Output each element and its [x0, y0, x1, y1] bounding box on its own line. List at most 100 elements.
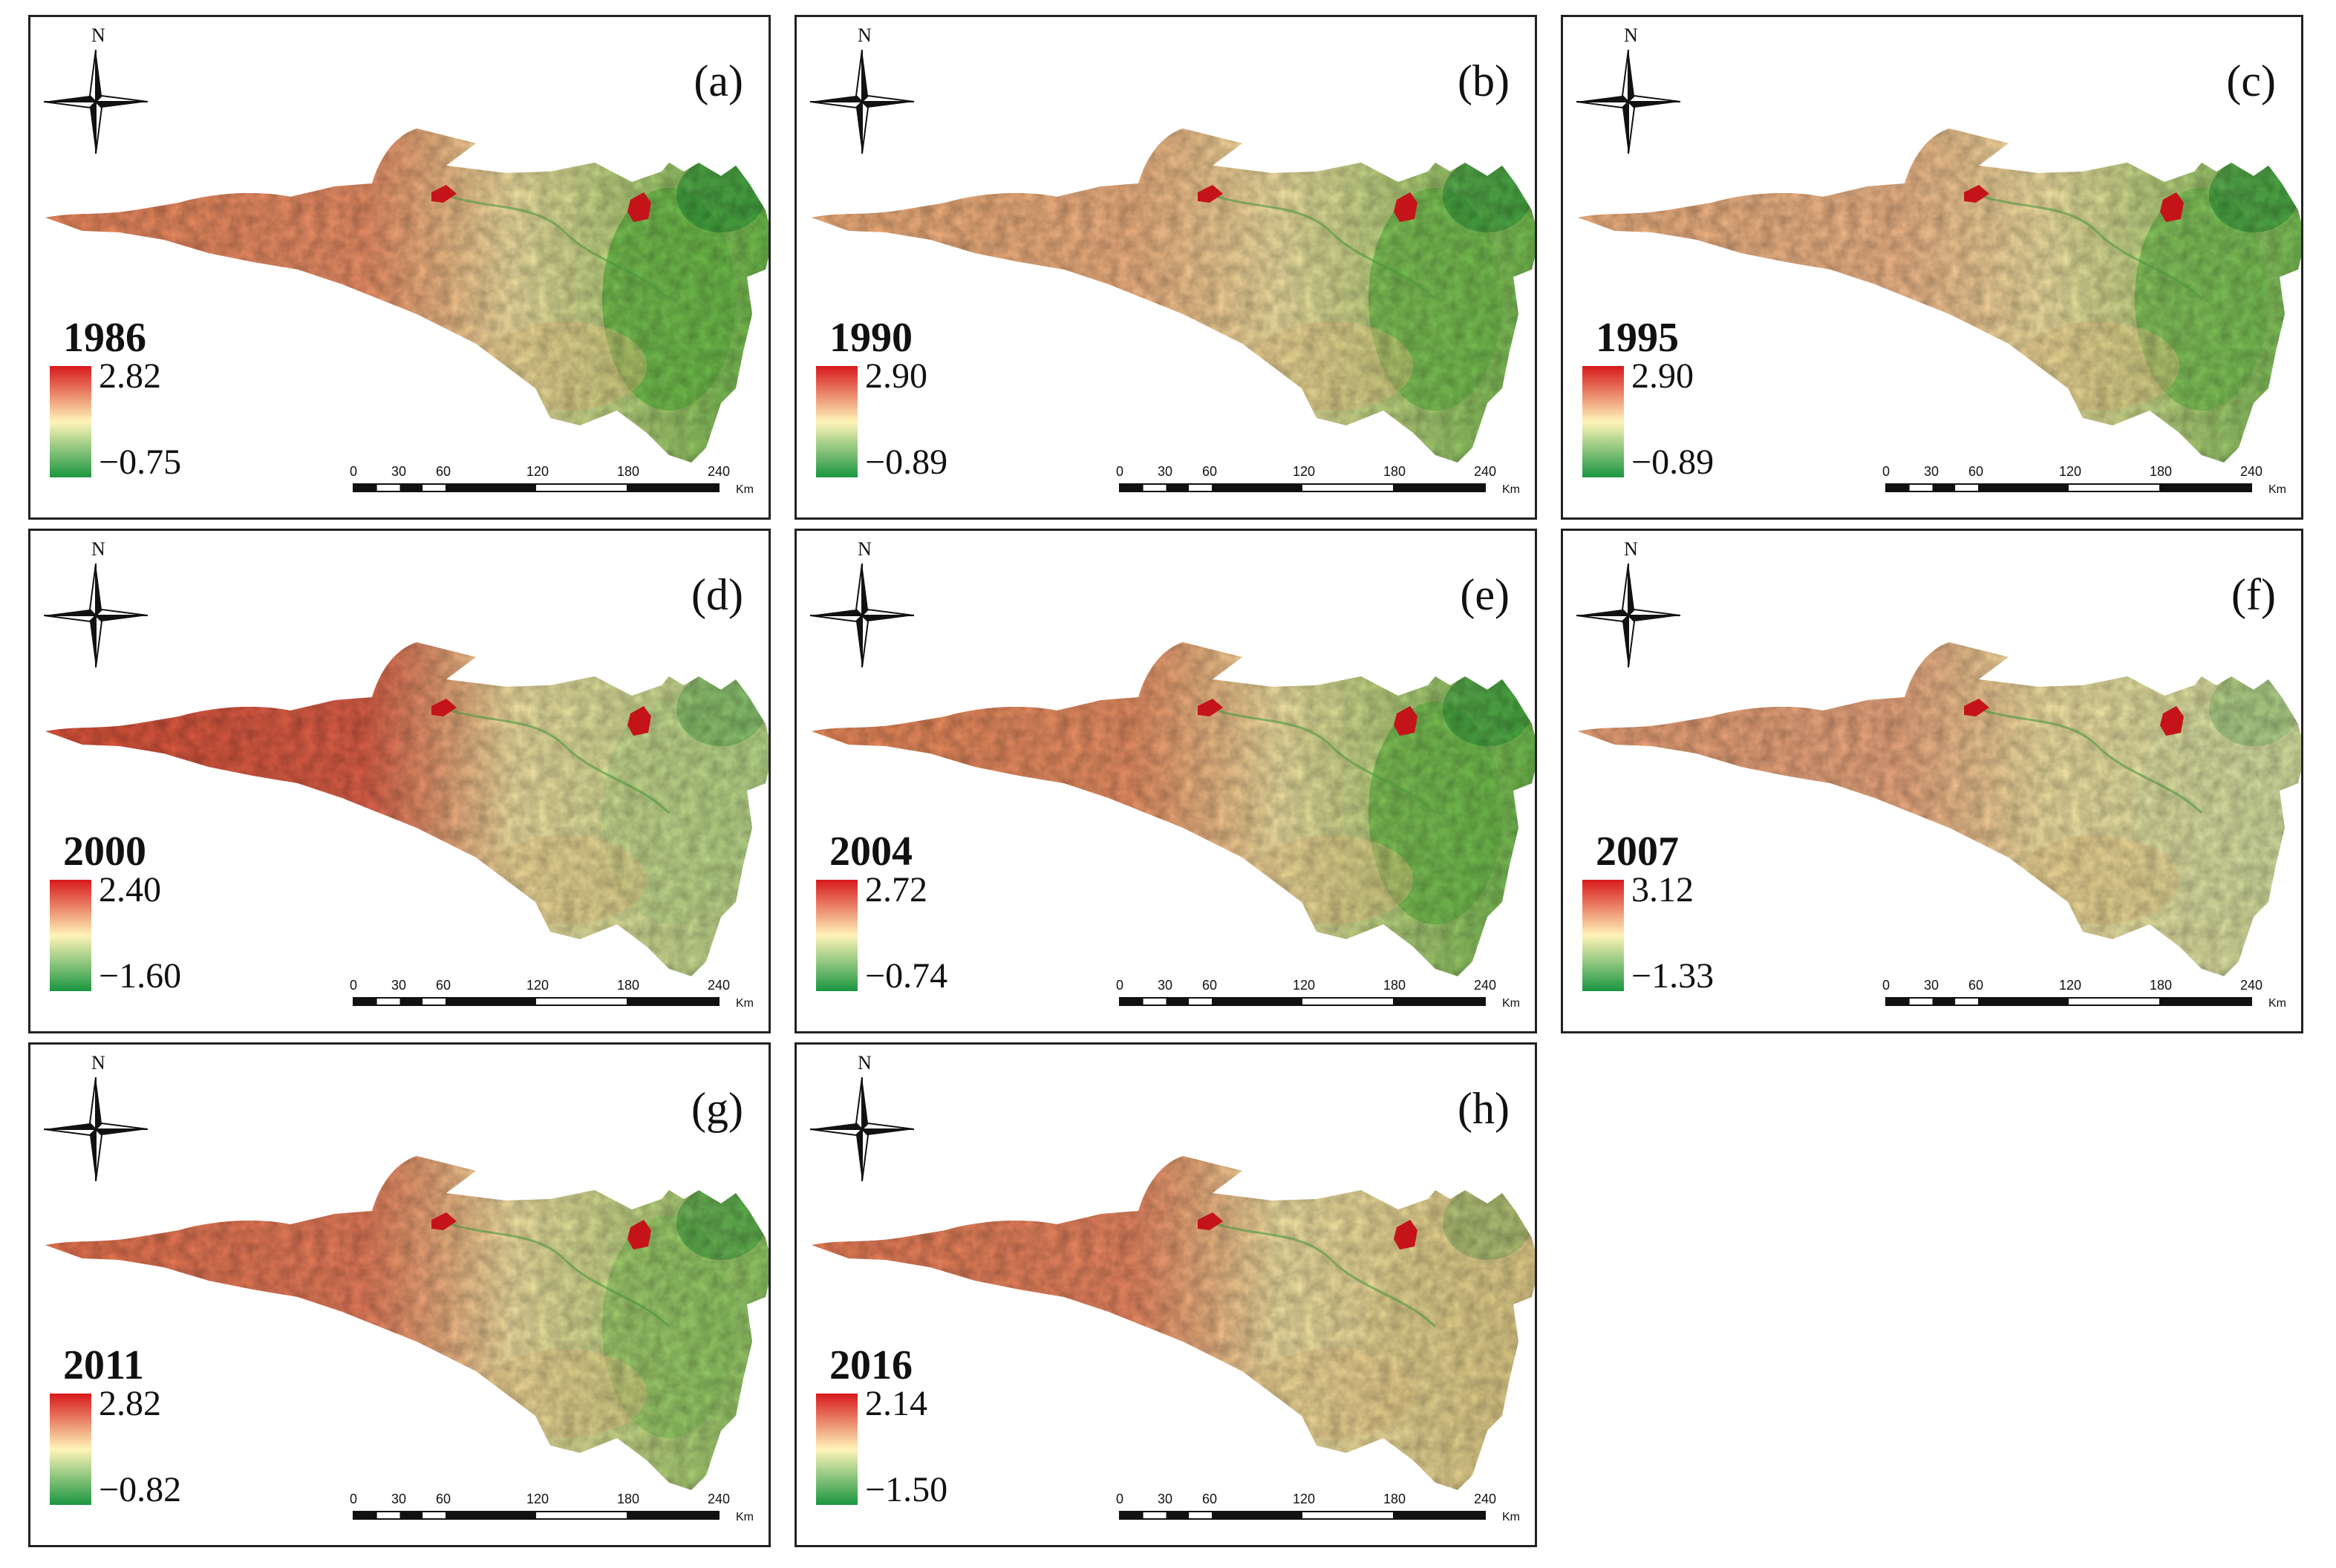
- urban-area-east: [1394, 706, 1417, 736]
- scale-tick-label: 0: [350, 978, 358, 993]
- scale-tick-label: 60: [1968, 464, 1984, 479]
- scale-bar-graphic: [353, 483, 720, 492]
- urban-area-east: [2160, 192, 2184, 222]
- scale-tick-label: 240: [2240, 464, 2263, 479]
- scale-tick-label: 0: [350, 464, 358, 479]
- north-arrow: N: [810, 24, 914, 158]
- urban-area-east: [1394, 1220, 1417, 1250]
- urban-area-east: [627, 706, 651, 736]
- north-arrow: N: [1576, 538, 1680, 672]
- scale-tick-label: 120: [526, 978, 549, 993]
- legend-max-value: 2.40: [99, 870, 161, 909]
- river-line: [1978, 708, 2203, 814]
- scale-unit: Km: [736, 997, 754, 1010]
- urban-area-east: [627, 192, 651, 222]
- legend-min-value: −0.89: [1631, 442, 1715, 482]
- north-arrow: N: [1576, 24, 1680, 158]
- legend-max-value: 3.12: [1631, 870, 1694, 909]
- scale-bar-graphic: [353, 1511, 720, 1520]
- scale-tick-label: 30: [1158, 978, 1173, 993]
- urban-area-east: [1394, 192, 1417, 222]
- map-panel-e: (e) N 2004 2.72 −0.74 0 30 60: [795, 529, 1537, 1033]
- legend-min-value: −0.89: [865, 442, 948, 482]
- map-panel-d: (d) N 2000 2.40 −1.60 0 30 60: [28, 529, 771, 1033]
- scale-bar: 0 30 60 120 180 240 Km: [1116, 978, 1520, 1022]
- river-line: [1212, 194, 1437, 301]
- scale-tick-label: 30: [1924, 978, 1939, 993]
- scale-bar-graphic: [1119, 997, 1486, 1006]
- scale-unit: Km: [2268, 997, 2286, 1010]
- year-title: 2011: [63, 1342, 144, 1388]
- study-area-map: [1578, 128, 2301, 463]
- scale-tick-label: 30: [391, 1492, 407, 1506]
- scale-tick-label: 180: [1383, 978, 1406, 993]
- north-label: N: [858, 24, 872, 46]
- urban-area-west: [431, 699, 457, 716]
- north-label: N: [858, 538, 872, 560]
- legend-min-value: −0.75: [99, 442, 182, 482]
- scale-tick-label: 180: [617, 464, 640, 479]
- north-arrow: N: [810, 1052, 914, 1186]
- compass-rose-icon: [810, 564, 914, 667]
- scale-bar: 0 30 60 120 180 240 Km: [1882, 464, 2286, 509]
- legend-color-ramp: [816, 1394, 858, 1505]
- urban-area-west: [1198, 1212, 1223, 1230]
- compass-rose-icon: [44, 50, 148, 154]
- legend-max-value: 2.90: [1631, 356, 1694, 396]
- legend-color-ramp: [50, 366, 91, 477]
- compass-rose-icon: [810, 1077, 914, 1181]
- scale-bar: 0 30 60 120 180 240 Km: [350, 978, 754, 1022]
- north-label: N: [91, 1052, 105, 1074]
- map-panel-h: (h) N 2016 2.14 −1.50 0 30 60: [795, 1042, 1537, 1547]
- legend-min-value: −0.74: [865, 956, 948, 996]
- scale-tick-label: 180: [617, 1492, 640, 1506]
- urban-area-west: [1198, 699, 1223, 716]
- scale-bar-graphic: [353, 997, 720, 1006]
- scale-tick-label: 240: [2240, 978, 2263, 993]
- legend-color-ramp: [50, 880, 91, 991]
- north-label: N: [1624, 24, 1638, 46]
- study-area-map: [45, 642, 769, 976]
- study-area-map: [812, 1156, 1535, 1490]
- year-title: 2007: [1596, 829, 1679, 875]
- scale-bar-graphic: [1119, 483, 1486, 492]
- year-title: 1995: [1596, 315, 1679, 361]
- scale-tick-label: 240: [708, 978, 731, 993]
- scale-tick-label: 60: [1202, 464, 1218, 479]
- panel-label: (g): [691, 1084, 743, 1133]
- scale-bar-graphic: [1119, 1511, 1486, 1520]
- year-title: 2016: [829, 1342, 913, 1388]
- scale-tick-label: 180: [1383, 464, 1406, 479]
- river-line: [446, 1221, 671, 1328]
- scale-tick-label: 60: [1968, 978, 1984, 993]
- legend-color-ramp: [50, 1394, 91, 1505]
- scale-bar: 0 30 60 120 180 240 Km: [1882, 978, 2286, 1022]
- scale-tick-label: 0: [1116, 1492, 1124, 1506]
- legend-color-ramp: [816, 880, 858, 991]
- scale-unit: Km: [736, 1511, 754, 1523]
- scale-tick-label: 60: [436, 464, 451, 479]
- north-label: N: [91, 24, 105, 46]
- scale-tick-label: 0: [1882, 464, 1890, 479]
- study-area-map: [812, 642, 1535, 976]
- scale-tick-label: 120: [2059, 978, 2082, 993]
- river-line: [1978, 194, 2203, 301]
- legend-max-value: 2.72: [865, 870, 927, 909]
- river-line: [446, 194, 671, 301]
- legend-color-ramp: [816, 366, 858, 477]
- scale-tick-label: 120: [526, 1492, 549, 1506]
- scale-tick-label: 180: [617, 978, 640, 993]
- north-label: N: [858, 1052, 872, 1074]
- river-line: [1212, 1221, 1437, 1328]
- scale-tick-label: 30: [391, 978, 407, 993]
- compass-rose-icon: [1576, 50, 1680, 154]
- scale-tick-label: 240: [708, 1492, 731, 1506]
- scale-tick-label: 120: [1293, 1492, 1316, 1506]
- scale-unit: Km: [2268, 483, 2286, 496]
- urban-area-west: [431, 185, 457, 203]
- legend-max-value: 2.14: [865, 1384, 927, 1423]
- scale-bar-graphic: [1885, 483, 2252, 492]
- scale-tick-label: 0: [1882, 978, 1890, 993]
- panel-label: (a): [694, 56, 743, 105]
- scale-tick-label: 180: [1383, 1492, 1406, 1506]
